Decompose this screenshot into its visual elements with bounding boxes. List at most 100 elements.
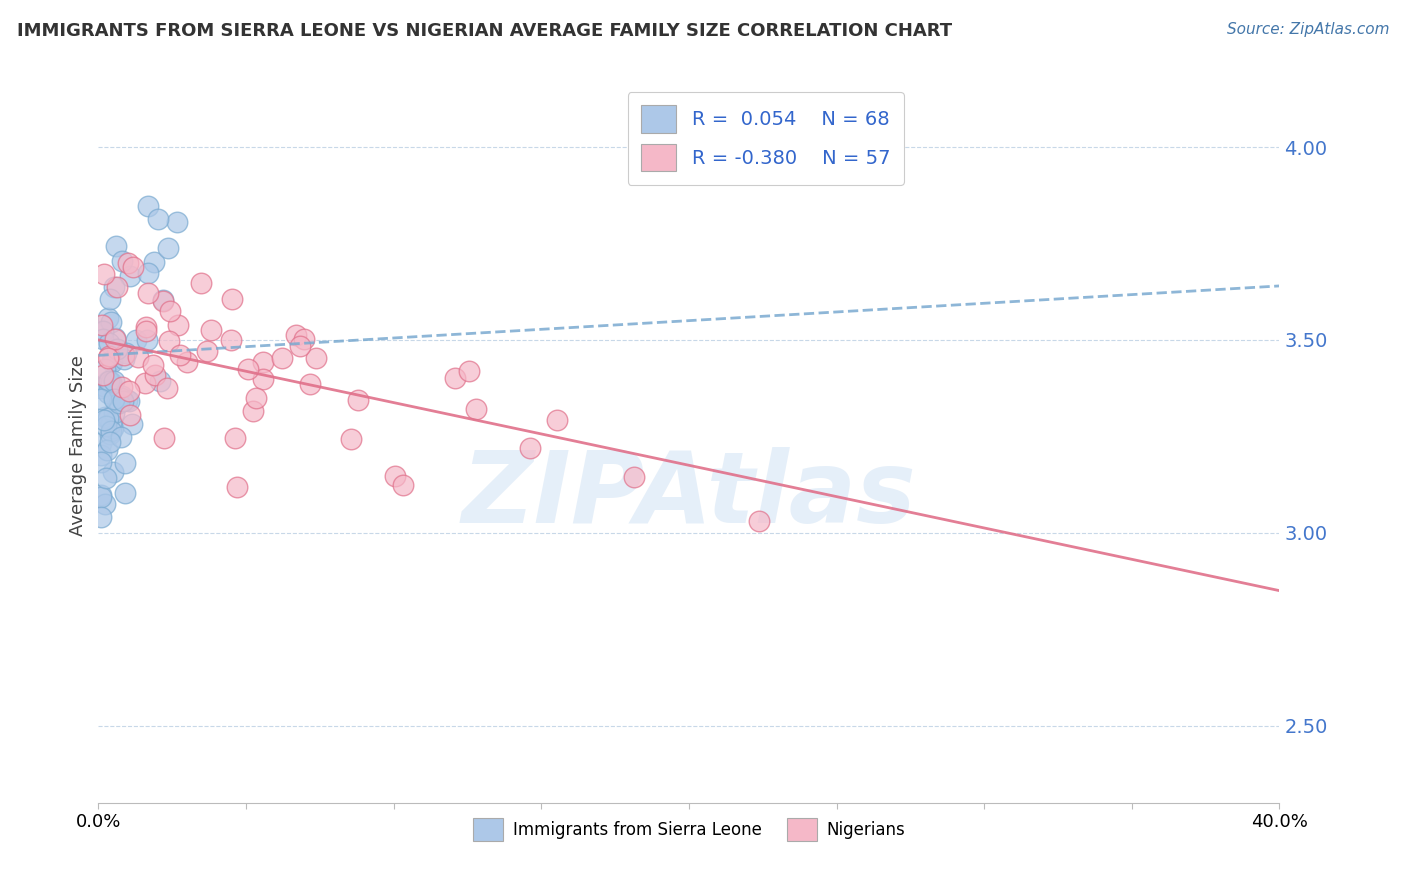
- Point: [98, 293, 121, 307]
- Point: [221, 292, 243, 306]
- Point: [155, 381, 177, 395]
- Point: [101, 421, 124, 435]
- Point: [98, 427, 121, 442]
- Point: [252, 372, 274, 386]
- Point: [93, 379, 115, 393]
- Y-axis label: Average Family Size: Average Family Size: [69, 356, 87, 536]
- Point: [224, 431, 246, 445]
- Point: [91, 332, 114, 346]
- Point: [111, 254, 134, 268]
- Point: [118, 384, 141, 399]
- Point: [94, 361, 117, 376]
- Point: [252, 355, 274, 369]
- Point: [90, 435, 112, 450]
- Point: [288, 339, 311, 353]
- Point: [90, 490, 112, 504]
- Point: [96, 442, 118, 457]
- Text: Source: ZipAtlas.com: Source: ZipAtlas.com: [1226, 22, 1389, 37]
- Text: ZIPAtlas: ZIPAtlas: [461, 448, 917, 544]
- Point: [112, 351, 135, 366]
- Point: [384, 469, 406, 483]
- Point: [444, 370, 467, 384]
- Point: [118, 268, 141, 283]
- Point: [98, 349, 121, 363]
- Point: [245, 391, 267, 405]
- Point: [112, 348, 135, 362]
- Point: [90, 392, 112, 407]
- Point: [167, 318, 190, 332]
- Point: [97, 385, 120, 400]
- Point: [93, 413, 115, 427]
- Point: [111, 379, 134, 393]
- Point: [91, 368, 114, 383]
- Point: [292, 333, 315, 347]
- Point: [347, 393, 370, 408]
- Point: [96, 418, 118, 433]
- Point: [152, 293, 174, 308]
- Point: [190, 276, 212, 290]
- Point: [458, 364, 481, 378]
- Point: [169, 348, 191, 362]
- Point: [104, 331, 127, 345]
- Point: [112, 394, 135, 409]
- Point: [104, 332, 127, 346]
- Point: [104, 238, 127, 252]
- Point: [142, 255, 165, 269]
- Point: [100, 424, 122, 438]
- Text: IMMIGRANTS FROM SIERRA LEONE VS NIGERIAN AVERAGE FAMILY SIZE CORRELATION CHART: IMMIGRANTS FROM SIERRA LEONE VS NIGERIAN…: [17, 22, 952, 40]
- Point: [176, 355, 198, 369]
- Point: [200, 323, 222, 337]
- Point: [101, 353, 124, 368]
- Point: [136, 333, 159, 347]
- Point: [97, 411, 120, 425]
- Point: [298, 376, 321, 391]
- Point: [93, 325, 115, 339]
- Point: [90, 448, 112, 462]
- Point: [111, 389, 134, 403]
- Point: [135, 319, 157, 334]
- Point: [105, 280, 128, 294]
- Point: [121, 417, 143, 432]
- Point: [623, 470, 645, 484]
- Point: [117, 256, 139, 270]
- Point: [134, 376, 156, 391]
- Point: [103, 280, 125, 294]
- Point: [115, 346, 138, 360]
- Point: [127, 350, 149, 364]
- Point: [103, 392, 125, 406]
- Point: [114, 485, 136, 500]
- Point: [121, 260, 143, 274]
- Point: [226, 480, 249, 494]
- Point: [114, 456, 136, 470]
- Point: [221, 333, 243, 347]
- Point: [284, 328, 307, 343]
- Point: [305, 351, 328, 366]
- Point: [339, 432, 361, 446]
- Point: [98, 374, 121, 388]
- Point: [547, 412, 569, 426]
- Point: [110, 391, 132, 405]
- Point: [94, 471, 117, 485]
- Point: [195, 344, 218, 359]
- Point: [149, 374, 172, 388]
- Point: [103, 406, 125, 420]
- Point: [271, 351, 294, 365]
- Point: [115, 393, 138, 408]
- Point: [125, 334, 148, 348]
- Point: [101, 354, 124, 368]
- Point: [93, 268, 115, 282]
- Point: [138, 285, 160, 300]
- Point: [391, 477, 413, 491]
- Point: [100, 315, 122, 329]
- Point: [166, 215, 188, 229]
- Point: [91, 324, 114, 338]
- Point: [97, 374, 120, 388]
- Point: [142, 358, 165, 372]
- Point: [90, 510, 112, 524]
- Point: [94, 497, 117, 511]
- Point: [105, 395, 128, 409]
- Point: [97, 351, 120, 366]
- Point: [101, 465, 124, 479]
- Point: [97, 310, 120, 325]
- Point: [153, 430, 176, 444]
